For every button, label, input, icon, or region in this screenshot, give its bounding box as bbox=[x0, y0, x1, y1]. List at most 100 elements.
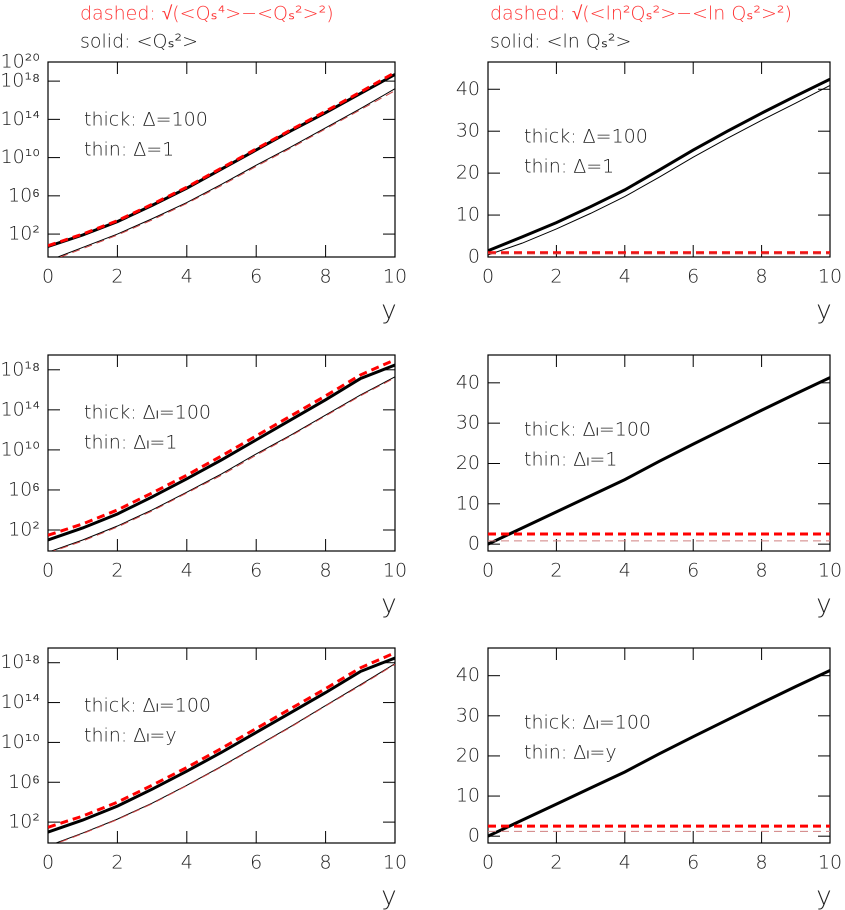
x-tick-label: 8 bbox=[320, 266, 332, 288]
y-tick-label: 10¹⁴ bbox=[1, 398, 40, 420]
y-tick-label: 10² bbox=[8, 223, 40, 245]
series-line bbox=[59, 90, 395, 257]
x-tick-label: 6 bbox=[250, 266, 262, 288]
annotation: thin: Δₗ=1 bbox=[84, 432, 177, 454]
x-tick-label: 6 bbox=[250, 560, 262, 582]
series-line bbox=[488, 376, 830, 546]
plot-frame bbox=[487, 61, 831, 258]
annotation: thick: Δ=100 bbox=[84, 109, 208, 131]
y-tick-label: 10¹⁰ bbox=[1, 146, 40, 168]
annotation: thick: Δₗ=100 bbox=[84, 695, 211, 717]
y-tick-label: 20 bbox=[456, 162, 480, 184]
x-tick-label: 10 bbox=[383, 852, 407, 874]
y-tick-label: 40 bbox=[456, 371, 480, 393]
series-line bbox=[48, 73, 395, 248]
x-tick-label: 8 bbox=[756, 852, 768, 874]
annotation: thin: Δ=1 bbox=[84, 139, 174, 161]
series-line bbox=[48, 656, 395, 834]
x-tick-label: 4 bbox=[181, 266, 193, 288]
y-tick-label: 30 bbox=[456, 412, 480, 434]
y-tick-label: 10¹⁸ bbox=[0, 70, 40, 92]
x-tick-label: 6 bbox=[687, 266, 699, 288]
y-tick-label: 30 bbox=[456, 704, 480, 726]
panel: 10² 10⁶ 10¹⁰ 10¹⁴ 10¹⁸ 0 2 4 6 8 10 y thick: Δₗ=100 t… bbox=[0, 354, 407, 620]
annotation: thin: Δₗ=1 bbox=[524, 449, 617, 471]
x-tick-label: 10 bbox=[383, 266, 407, 288]
x-tick-label: 0 bbox=[482, 852, 494, 874]
y-tick-label: 10¹⁴ bbox=[1, 691, 40, 713]
annotation: thin: Δₗ=y bbox=[524, 742, 617, 764]
y-tick-label: 0 bbox=[468, 533, 480, 555]
y-tick-label: 10 bbox=[456, 204, 480, 226]
x-axis-label: y bbox=[381, 296, 396, 326]
y-tick-label: 10⁶ bbox=[8, 771, 40, 793]
y-tick-label: 10¹⁰ bbox=[1, 438, 40, 460]
series-line bbox=[50, 376, 395, 551]
y-tick-label: 0 bbox=[468, 825, 480, 847]
y-tick-label: 40 bbox=[456, 78, 480, 100]
y-tick-label: 10¹⁸ bbox=[0, 358, 40, 380]
y-tick-label: 10² bbox=[8, 519, 40, 541]
panel: dashed: √(<ln²Qₛ²>−<ln Qₛ²>²) solid: <ln … bbox=[456, 3, 842, 326]
panel: 0 10 20 30 40 0 2 4 6 8 10 y thick: Δₗ=100 thin: Δₗ=y bbox=[456, 647, 842, 910]
y-tick-label: 10¹⁰ bbox=[1, 731, 40, 753]
panel: 0 10 20 30 40 0 2 4 6 8 10 y thick: Δₗ=100 thin: Δₗ=1 bbox=[456, 354, 842, 620]
series-line bbox=[488, 77, 830, 253]
x-tick-label: 8 bbox=[756, 560, 768, 582]
y-tick-label: 10 bbox=[456, 785, 480, 807]
x-tick-label: 2 bbox=[550, 266, 562, 288]
x-tick-label: 0 bbox=[482, 560, 494, 582]
annotation: thick: Δₗ=100 bbox=[84, 402, 211, 424]
x-tick-label: 4 bbox=[619, 852, 631, 874]
y-tick-label: 10¹⁸ bbox=[0, 651, 40, 673]
plot-frame bbox=[47, 354, 396, 552]
x-tick-label: 10 bbox=[818, 266, 842, 288]
x-axis-label: y bbox=[816, 296, 831, 326]
annotation: thick: Δₗ=100 bbox=[524, 419, 651, 441]
y-tick-label: 10² bbox=[8, 811, 40, 833]
x-tick-label: 10 bbox=[818, 852, 842, 874]
y-tick-label: 20 bbox=[456, 452, 480, 474]
y-tick-label: 0 bbox=[468, 246, 480, 268]
x-tick-label: 6 bbox=[687, 852, 699, 874]
x-axis-label: y bbox=[816, 882, 831, 910]
annotation: thick: Δₗ=100 bbox=[524, 712, 651, 734]
x-tick-label: 6 bbox=[687, 560, 699, 582]
x-tick-label: 4 bbox=[619, 560, 631, 582]
x-tick-label: 4 bbox=[181, 852, 193, 874]
header-text: solid: <ln Qₛ²> bbox=[490, 31, 631, 53]
y-tick-label: 40 bbox=[456, 664, 480, 686]
x-axis-label: y bbox=[381, 590, 396, 620]
annotation: thin: Δ=1 bbox=[524, 156, 614, 178]
header-text: solid: <Qₛ²> bbox=[80, 31, 198, 53]
plot-frame bbox=[487, 647, 831, 844]
x-tick-label: 10 bbox=[383, 560, 407, 582]
x-tick-label: 4 bbox=[619, 266, 631, 288]
x-tick-label: 0 bbox=[482, 266, 494, 288]
header-text: dashed: √(<Qₛ⁴>−<Qₛ²>²) bbox=[80, 3, 334, 25]
plot-frame bbox=[487, 354, 831, 552]
panel: dashed: √(<Qₛ⁴>−<Qₛ²>²) solid: <Qₛ²> 10² 10… bbox=[0, 3, 407, 326]
series-line bbox=[488, 669, 830, 838]
annotation: thin: Δₗ=y bbox=[84, 725, 177, 747]
x-axis-label: y bbox=[816, 590, 831, 620]
y-tick-label: 20 bbox=[456, 744, 480, 766]
x-tick-label: 0 bbox=[42, 852, 54, 874]
plot-frame bbox=[47, 647, 396, 844]
x-tick-label: 8 bbox=[320, 852, 332, 874]
x-tick-label: 0 bbox=[42, 266, 54, 288]
y-tick-label: 10 bbox=[456, 492, 480, 514]
x-tick-label: 8 bbox=[756, 266, 768, 288]
x-axis-label: y bbox=[381, 882, 396, 910]
y-tick-label: 10²⁰ bbox=[1, 51, 40, 73]
x-tick-label: 0 bbox=[42, 560, 54, 582]
x-tick-label: 2 bbox=[550, 852, 562, 874]
x-tick-label: 8 bbox=[320, 560, 332, 582]
panel: 10² 10⁶ 10¹⁰ 10¹⁴ 10¹⁸ 0 2 4 6 8 10 y thick: Δₗ=100 t… bbox=[0, 647, 407, 910]
y-tick-label: 10¹⁴ bbox=[1, 108, 40, 130]
x-tick-label: 4 bbox=[181, 560, 193, 582]
y-tick-label: 10⁶ bbox=[8, 478, 40, 500]
x-tick-label: 6 bbox=[250, 852, 262, 874]
series-line bbox=[488, 85, 830, 256]
